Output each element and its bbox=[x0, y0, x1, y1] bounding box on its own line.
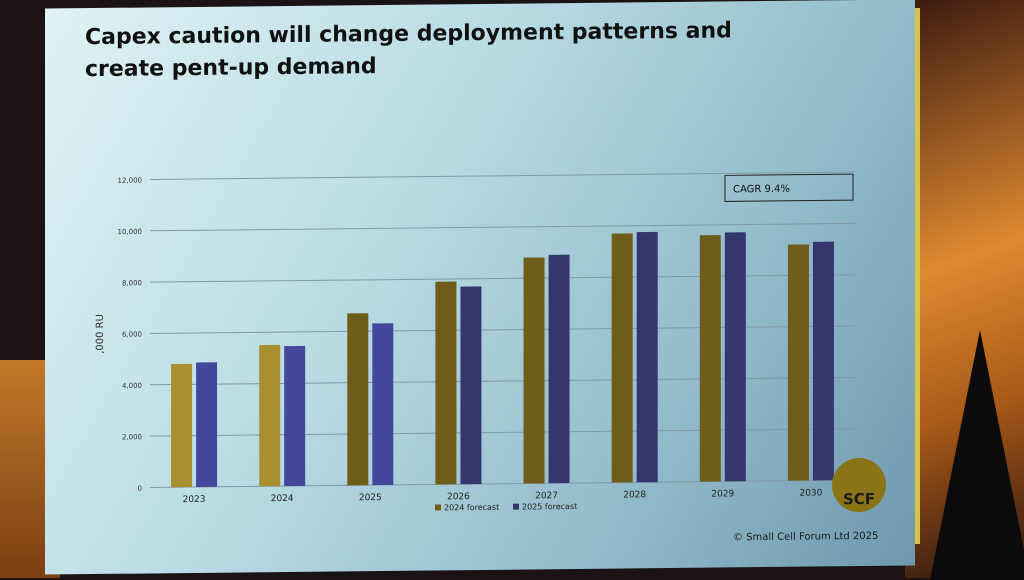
y-tick-label: 12,000 bbox=[118, 177, 142, 185]
gridline bbox=[150, 171, 855, 180]
presentation-slide: Capex caution will change deployment pat… bbox=[45, 0, 915, 575]
cagr-annotation: CAGR 9.4% bbox=[733, 184, 790, 196]
logo-text: SCF bbox=[842, 489, 876, 509]
bar-2025-forecast-2024 bbox=[284, 345, 306, 487]
x-tick-label: 2025 bbox=[359, 493, 382, 503]
legend-swatch bbox=[513, 503, 519, 510]
y-tick-label: 2,000 bbox=[122, 433, 142, 441]
x-tick-label: 2030 bbox=[799, 488, 822, 498]
bar-2024-forecast-2027 bbox=[523, 257, 545, 484]
y-axis-label: ,000 RU bbox=[95, 314, 106, 354]
bar-2025-forecast-2026 bbox=[460, 286, 482, 485]
bar-2025-forecast-2030 bbox=[812, 241, 834, 481]
legend-label: 2024 forecast bbox=[444, 503, 499, 513]
y-tick-label: 0 bbox=[138, 485, 142, 493]
bar-2024-forecast-2028 bbox=[611, 233, 633, 483]
y-tick-label: 6,000 bbox=[122, 331, 142, 339]
background-shape bbox=[930, 330, 1024, 580]
x-tick-label: 2029 bbox=[711, 489, 734, 499]
y-tick-label: 4,000 bbox=[122, 382, 142, 390]
bar-2025-forecast-2023 bbox=[196, 362, 218, 487]
gridline bbox=[150, 325, 855, 334]
bar-2025-forecast-2027 bbox=[548, 254, 570, 484]
gridline bbox=[150, 428, 855, 437]
bar-2025-forecast-2025 bbox=[372, 323, 394, 486]
bar-2024-forecast-2024 bbox=[259, 344, 281, 487]
bar-2025-forecast-2029 bbox=[724, 232, 746, 482]
cagr-box bbox=[724, 173, 854, 202]
bar-2024-forecast-2025 bbox=[347, 313, 369, 486]
x-tick-label: 2023 bbox=[183, 495, 206, 505]
copyright-text: © Small Cell Forum Ltd 2025 bbox=[733, 530, 879, 544]
bar-2025-forecast-2028 bbox=[636, 231, 658, 483]
gridline bbox=[150, 479, 855, 488]
legend-swatch bbox=[435, 504, 441, 511]
gridline bbox=[150, 222, 855, 232]
x-tick-label: 2026 bbox=[447, 492, 470, 502]
legend-label: 2025 forecast bbox=[522, 502, 577, 512]
x-tick-label: 2028 bbox=[623, 490, 646, 500]
gridline bbox=[150, 376, 855, 386]
gridline bbox=[150, 274, 855, 283]
bar-2024-forecast-2030 bbox=[787, 244, 809, 481]
y-tick-label: 10,000 bbox=[118, 228, 142, 236]
x-tick-label: 2024 bbox=[271, 494, 294, 504]
x-tick-label: 2027 bbox=[535, 491, 558, 501]
scf-logo: SCF bbox=[832, 457, 886, 513]
bar-2024-forecast-2023 bbox=[171, 363, 193, 488]
bar-2024-forecast-2029 bbox=[699, 235, 721, 482]
y-tick-label: 8,000 bbox=[122, 279, 142, 287]
bar-chart: 0 2,000 4,000 6,000 8,000 10,000 12,000 ,000 RU… bbox=[95, 171, 855, 513]
bar-2024-forecast-2026 bbox=[435, 281, 457, 485]
